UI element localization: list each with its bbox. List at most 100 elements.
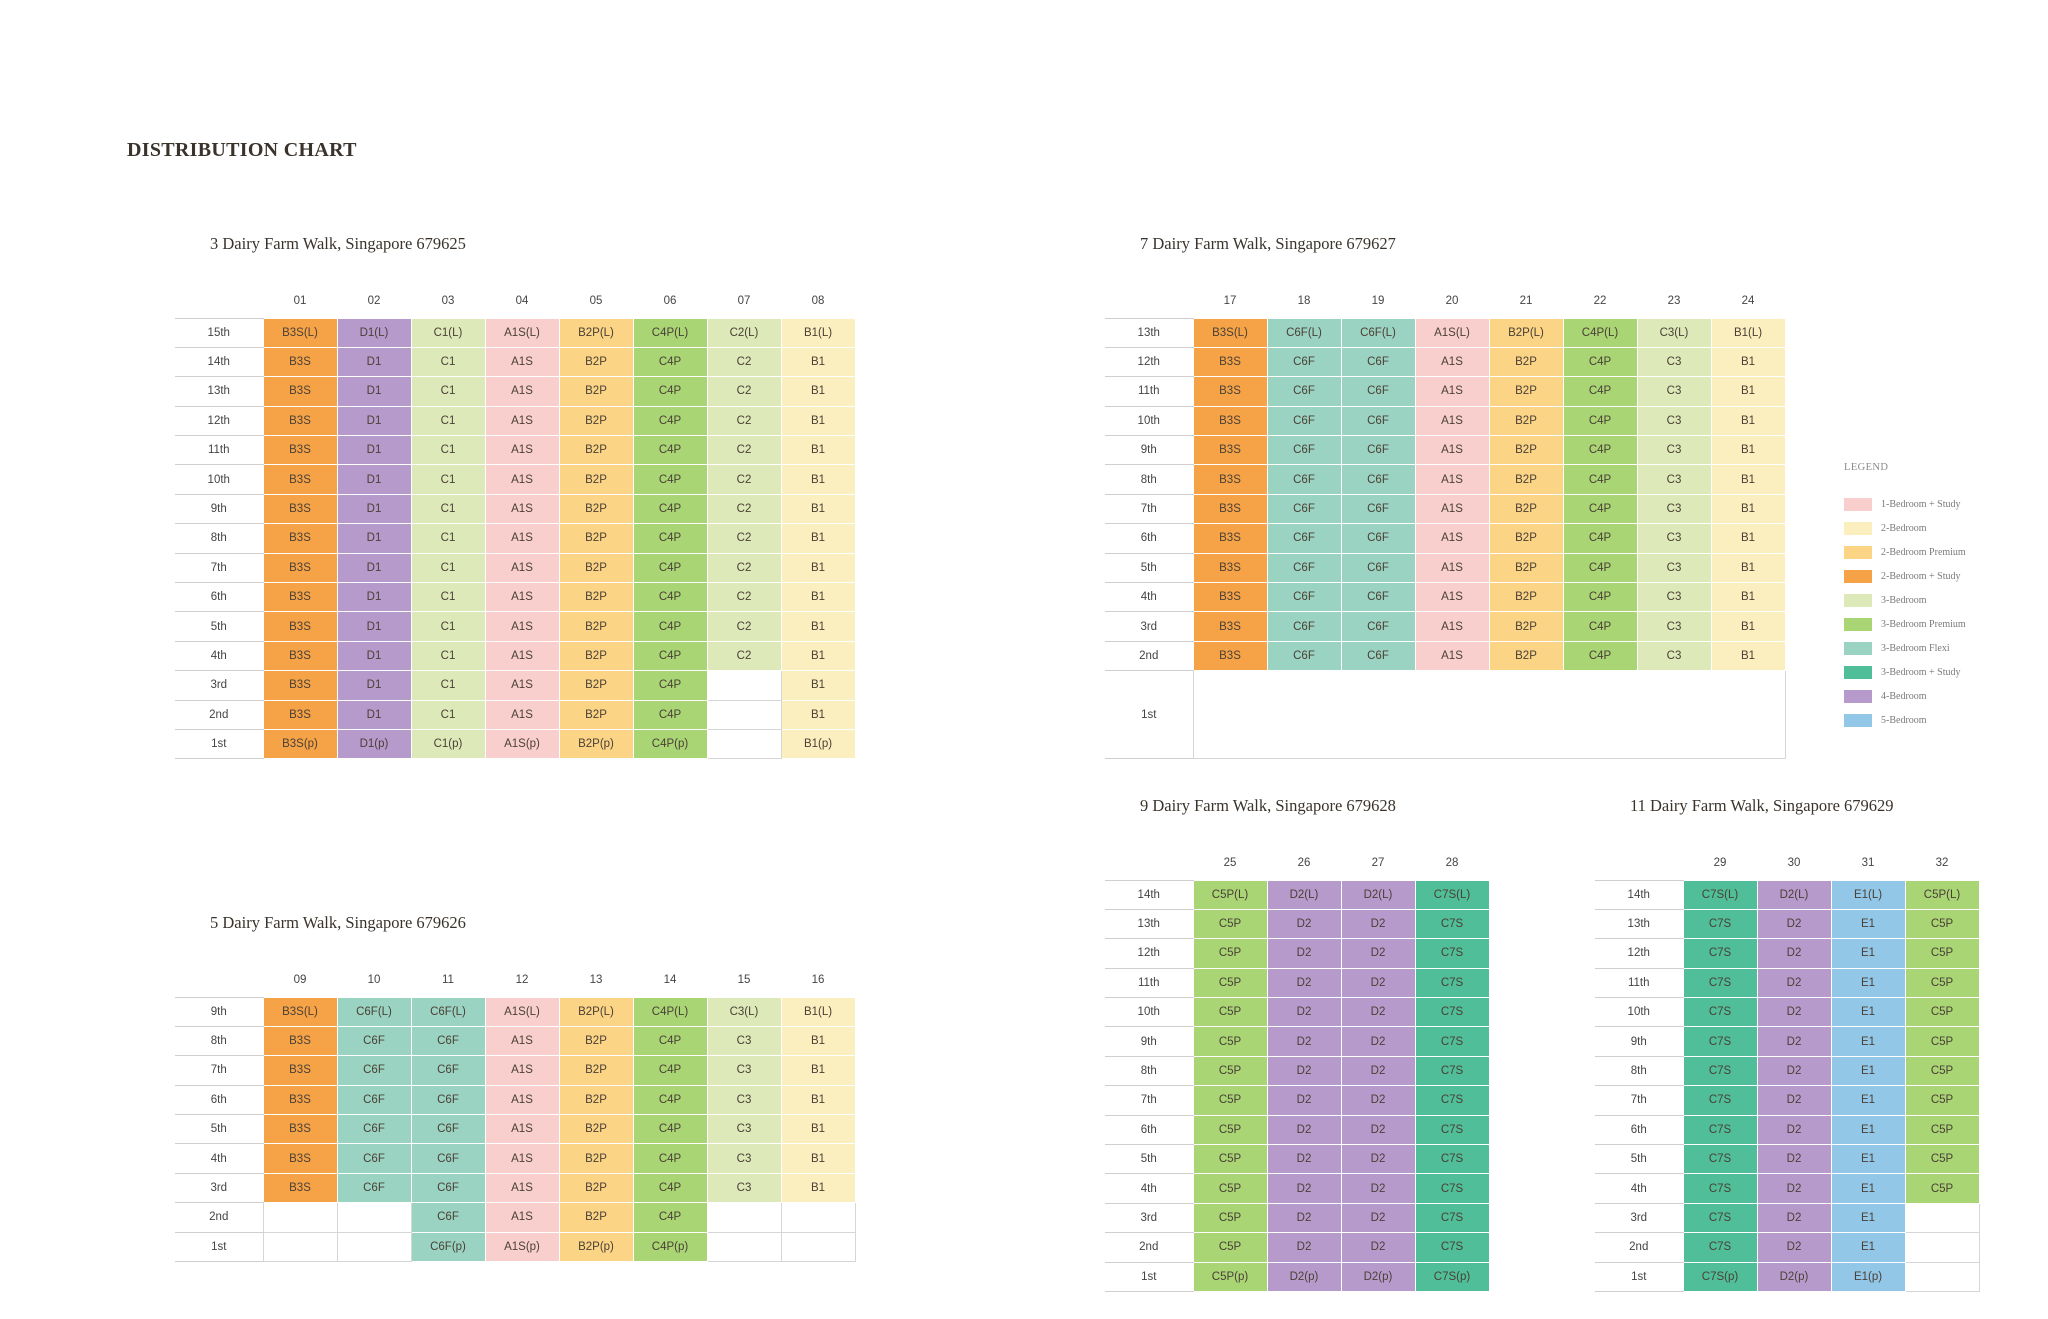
floor-row: 6th B3S C6F C6F A1S B2P C4P C3 B1 <box>175 1084 856 1116</box>
floor-label: 6th <box>175 582 263 613</box>
floor-row: 9th C7S D2 E1 C5P <box>1595 1026 1980 1057</box>
legend-swatch <box>1844 641 1872 655</box>
unit-type-cell: B2P <box>558 464 634 495</box>
unit-type-cell: B3S <box>1192 435 1268 466</box>
legend-item: 2-Bedroom <box>1844 516 1966 540</box>
unit-type-cell: C5P(p) <box>1192 1261 1268 1292</box>
block-title: 7 Dairy Farm Walk, Singapore 679627 <box>1140 234 1396 253</box>
unit-number: 20 <box>1445 295 1459 308</box>
unit-type-cell: B3S <box>262 1114 338 1145</box>
unit-number: 01 <box>293 295 307 308</box>
floor-label: 2nd <box>1105 641 1193 672</box>
floor-row: 2nd B3S D1 C1 A1S B2P C4P B1 <box>175 699 856 730</box>
unit-number: 26 <box>1297 857 1311 870</box>
legend-swatch <box>1844 617 1872 631</box>
unit-type-cell: A1S <box>1414 346 1490 378</box>
floor-row: 6th B3S C6F C6F A1S B2P C4P C3 B1 <box>1105 523 1786 554</box>
floor-label: 13th <box>1105 317 1193 348</box>
header-corner <box>1595 847 1683 880</box>
block-11-distribution: 11 Dairy Farm Walk, Singapore 679629 29 3… <box>1595 796 1980 1292</box>
floor-label: 14th <box>175 347 263 378</box>
empty-unit-cell <box>1904 1232 1980 1263</box>
unit-type-cell: B3S <box>262 611 338 642</box>
unit-type-cell: C4P(L) <box>1562 317 1638 348</box>
legend-items: 1-Bedroom + Study 2-Bedroom 2-Bedroom Prem… <box>1844 492 1966 732</box>
unit-type-cell: B3S(p) <box>262 728 338 760</box>
unit-type-cell: C5P <box>1192 1173 1268 1204</box>
empty-unit-cell <box>262 1231 338 1263</box>
legend-title: LEGEND <box>1844 462 1889 473</box>
unit-number: 19 <box>1371 295 1385 308</box>
unit-type-cell: E1 <box>1830 1202 1906 1234</box>
floor-row: 4th C5P D2 D2 C7S <box>1105 1173 1490 1204</box>
unit-type-cell: C5P <box>1904 1055 1980 1087</box>
unit-header-row: 17 18 19 20 21 22 23 24 <box>1105 285 1785 318</box>
unit-type-cell: C6F(L) <box>1266 317 1342 348</box>
unit-type-cell: D1 <box>336 405 412 437</box>
unit-type-cell: B2P <box>558 1143 634 1174</box>
unit-type-cell: C3(L) <box>706 996 782 1027</box>
unit-type-cell: C1 <box>410 582 486 613</box>
unit-type-cell: B2P <box>558 1084 634 1116</box>
unit-type-cell: C4P(L) <box>632 317 708 348</box>
unit-type-cell: A1S <box>1414 523 1490 554</box>
unit-type-cell: B2P <box>1488 611 1564 642</box>
unit-type-cell: C6F <box>1340 405 1416 437</box>
floor-label: 1st <box>1105 670 1193 760</box>
unit-type-cell: D2 <box>1266 1144 1342 1175</box>
unit-type-cell: C5P <box>1904 1114 1980 1146</box>
floor-label: 6th <box>1105 1115 1193 1146</box>
floor-label: 10th <box>1105 997 1193 1028</box>
unit-type-cell: D1 <box>336 464 412 495</box>
floor-label: 11th <box>1105 968 1193 999</box>
unit-type-cell: C1 <box>410 376 486 407</box>
unit-type-cell: C4P <box>1562 346 1638 378</box>
unit-type-cell: D2 <box>1756 967 1832 999</box>
legend-swatch <box>1844 713 1872 727</box>
unit-type-cell: B2P <box>558 435 634 466</box>
unit-type-cell: C1 <box>410 670 486 701</box>
floor-row: 5th C5P D2 D2 C7S <box>1105 1144 1490 1175</box>
floor-label: 3rd <box>1105 1203 1193 1234</box>
header-corner <box>175 964 263 997</box>
unit-type-cell: C3 <box>1636 552 1712 584</box>
unit-type-cell: B2P <box>558 523 634 554</box>
floor-row: 2nd B3S C6F C6F A1S B2P C4P C3 B1 <box>1105 640 1786 672</box>
unit-type-cell: B3S <box>1192 405 1268 437</box>
unit-type-cell: C6F <box>1266 405 1342 437</box>
unit-type-cell: C1 <box>410 699 486 730</box>
floor-row: 11th C5P D2 D2 C7S <box>1105 967 1490 999</box>
unit-type-cell: C7S <box>1682 1055 1758 1087</box>
unit-type-cell: C6F <box>336 1055 412 1086</box>
unit-type-cell: C7S <box>1682 1085 1758 1116</box>
unit-type-cell: D2 <box>1756 1085 1832 1116</box>
unit-type-cell: C7S(L) <box>1682 879 1758 910</box>
unit-type-cell: B2P <box>558 405 634 437</box>
floor-row: 13th B3S D1 C1 A1S B2P C4P C2 B1 <box>175 376 856 407</box>
unit-type-cell: C7S <box>1682 1114 1758 1146</box>
unit-type-cell: A1S <box>484 376 560 407</box>
floor-row: 2nd C5P D2 D2 C7S <box>1105 1232 1490 1263</box>
unit-type-cell: C6F <box>1340 523 1416 554</box>
unit-type-cell: B1 <box>780 582 856 613</box>
unit-type-cell: B2P(L) <box>1488 317 1564 348</box>
unit-type-cell: C4P <box>632 435 708 466</box>
floor-row: 8th C7S D2 E1 C5P <box>1595 1055 1980 1087</box>
unit-type-cell: C7S <box>1414 1144 1490 1175</box>
unit-type-cell: C6F <box>1340 552 1416 584</box>
floor-row: 8th B3S C6F C6F A1S B2P C4P C3 B1 <box>175 1025 856 1057</box>
legend-label: 5-Bedroom <box>1881 714 1927 726</box>
floor-row: 5th B3S D1 C1 A1S B2P C4P C2 B1 <box>175 611 856 642</box>
unit-type-cell: B3S <box>262 493 338 525</box>
unit-type-cell: B2P(p) <box>558 1231 634 1263</box>
legend-label: 3-Bedroom Premium <box>1881 618 1966 630</box>
unit-type-cell: C5P <box>1192 1114 1268 1146</box>
unit-type-cell: B1 <box>780 464 856 495</box>
unit-type-cell: B3S <box>1192 376 1268 407</box>
legend-item: 3-Bedroom <box>1844 588 1966 612</box>
unit-type-cell: B1 <box>780 552 856 584</box>
empty-unit-cell <box>336 1231 412 1263</box>
unit-number: 11 <box>442 974 454 987</box>
floor-label: 5th <box>1105 1144 1193 1175</box>
unit-type-cell: C4P <box>632 670 708 701</box>
